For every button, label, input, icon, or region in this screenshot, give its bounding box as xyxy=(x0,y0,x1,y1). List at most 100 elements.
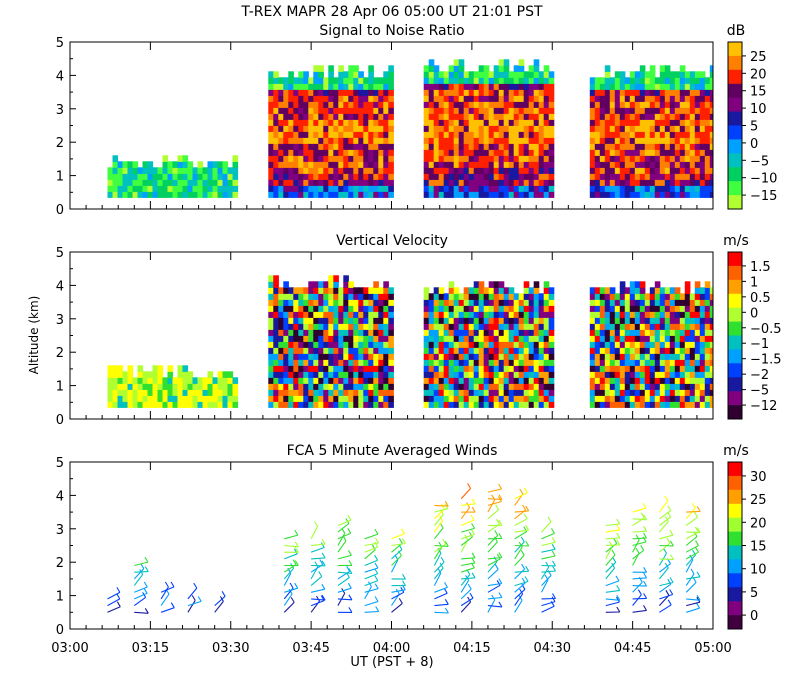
wind-barb xyxy=(685,516,698,526)
y-tick-label: 1 xyxy=(56,170,64,185)
winds-plot-area xyxy=(107,483,713,614)
x-tick-label: 04:00 xyxy=(373,641,410,656)
wind-barb xyxy=(605,567,616,580)
wind-barb xyxy=(460,507,471,520)
y-tick-label: 5 xyxy=(56,456,64,471)
wind-profile xyxy=(214,591,226,613)
wind-barb xyxy=(659,583,672,593)
wind-profile xyxy=(391,528,406,613)
wind-barb xyxy=(514,593,524,606)
velocity-plot-area xyxy=(107,275,713,408)
colorbar-swatch xyxy=(728,377,742,392)
x-tick-label: 03:00 xyxy=(51,641,88,656)
wind-barb xyxy=(685,545,699,553)
colorbar-tick-label: 1.5 xyxy=(750,260,771,275)
wind-barb xyxy=(337,533,346,546)
wind-barb xyxy=(433,514,444,526)
snr-plot-area xyxy=(107,59,713,198)
wind-barb xyxy=(659,534,674,540)
wind-barb xyxy=(461,557,476,560)
wind-barb xyxy=(434,592,448,600)
colorbar-tick-label: 0 xyxy=(750,609,758,624)
wind-barb xyxy=(487,509,499,520)
data-segment xyxy=(589,65,713,198)
wind-barb xyxy=(310,546,325,553)
wind-barb xyxy=(686,510,701,513)
wind-barb xyxy=(487,596,502,600)
colorbar-swatch xyxy=(728,615,742,630)
y-tick-label: 2 xyxy=(56,556,64,571)
wind-barb xyxy=(712,531,713,533)
y-tick-label: 4 xyxy=(56,69,64,84)
colorbar-swatch xyxy=(728,307,742,323)
colorbar-swatch xyxy=(728,573,742,588)
colorbar-tick-label: −1 xyxy=(750,337,769,352)
wind-barb xyxy=(659,558,674,561)
colorbar-swatch xyxy=(728,335,742,350)
snr-axes: 0 1 2 3 4 5 xyxy=(56,36,714,218)
colorbar-swatch xyxy=(728,391,742,406)
wind-barb xyxy=(364,542,379,547)
wind-barb xyxy=(283,572,292,586)
wind-barb xyxy=(658,500,669,513)
wind-barb xyxy=(541,579,549,593)
wind-barb xyxy=(658,594,670,606)
wind-barb xyxy=(284,534,298,540)
wind-profile xyxy=(283,529,299,613)
wind-barb xyxy=(659,593,673,600)
colorbar-tick-label: 30 xyxy=(750,470,767,485)
wind-barb xyxy=(487,605,502,608)
wind-barb xyxy=(605,554,616,566)
wind-barb xyxy=(605,601,620,607)
colorbar-swatch xyxy=(728,55,742,71)
colorbar-swatch xyxy=(728,111,742,126)
wind-barb xyxy=(187,587,198,600)
colorbar-swatch xyxy=(728,69,742,85)
velocity-title: Vertical Velocity xyxy=(336,233,448,249)
wind-barb xyxy=(160,586,169,600)
colorbar-tick-label: 0 xyxy=(750,306,758,321)
wind-barb xyxy=(632,594,642,606)
wind-barb xyxy=(514,531,527,540)
wind-profile xyxy=(460,483,476,613)
colorbar-swatch xyxy=(728,559,742,574)
wind-barb xyxy=(685,582,697,593)
colorbar-tick-label: −5 xyxy=(750,154,769,169)
figure-title: T-REX MAPR 28 Apr 06 05:00 UT 21:01 PST xyxy=(240,4,543,20)
wind-barb xyxy=(686,531,701,534)
colorbar-tick-label: 1 xyxy=(750,275,758,290)
wind-profile xyxy=(133,556,149,614)
wind-barb xyxy=(187,600,202,607)
wind-barb xyxy=(460,601,472,613)
wind-barb xyxy=(712,558,713,559)
colorbar-swatch xyxy=(728,545,742,560)
colorbar-tick-label: −10 xyxy=(750,172,777,187)
wind-barb xyxy=(712,604,713,606)
colorbar-swatch xyxy=(728,293,742,309)
wind-barb xyxy=(461,567,475,573)
winds-colorbar-unit: m/s xyxy=(723,443,749,459)
colorbar-swatch xyxy=(728,363,742,378)
wind-barb xyxy=(514,492,528,500)
y-tick-label: 2 xyxy=(56,136,64,151)
wind-barb xyxy=(712,544,713,546)
wind-barb xyxy=(364,588,379,593)
wind-barb xyxy=(283,568,295,580)
y-tick-label: 0 xyxy=(56,203,64,218)
colorbar-tick-label: 5 xyxy=(750,586,758,601)
wind-barb xyxy=(337,554,352,560)
wind-barb xyxy=(658,521,669,533)
colorbar-tick-label: 15 xyxy=(750,85,767,100)
wind-barb xyxy=(460,488,472,500)
wind-barb xyxy=(686,598,701,601)
snr-panel: Signal to Noise Ratio 0 1 2 3 4 5 dB 25 20 15 10… xyxy=(56,23,778,218)
colorbar-swatch xyxy=(728,489,742,505)
wind-barb xyxy=(160,593,170,606)
wind-barb xyxy=(685,551,699,560)
wind-barb xyxy=(514,529,529,533)
wind-barb xyxy=(460,580,470,593)
wind-barb xyxy=(337,523,350,533)
wind-barb xyxy=(541,521,552,533)
winds-axes: 0 1 2 3 4 5 03:00 03:15 03:30 03:45 04:00 04:15 04:3… xyxy=(51,456,731,656)
wind-barb xyxy=(487,561,498,573)
